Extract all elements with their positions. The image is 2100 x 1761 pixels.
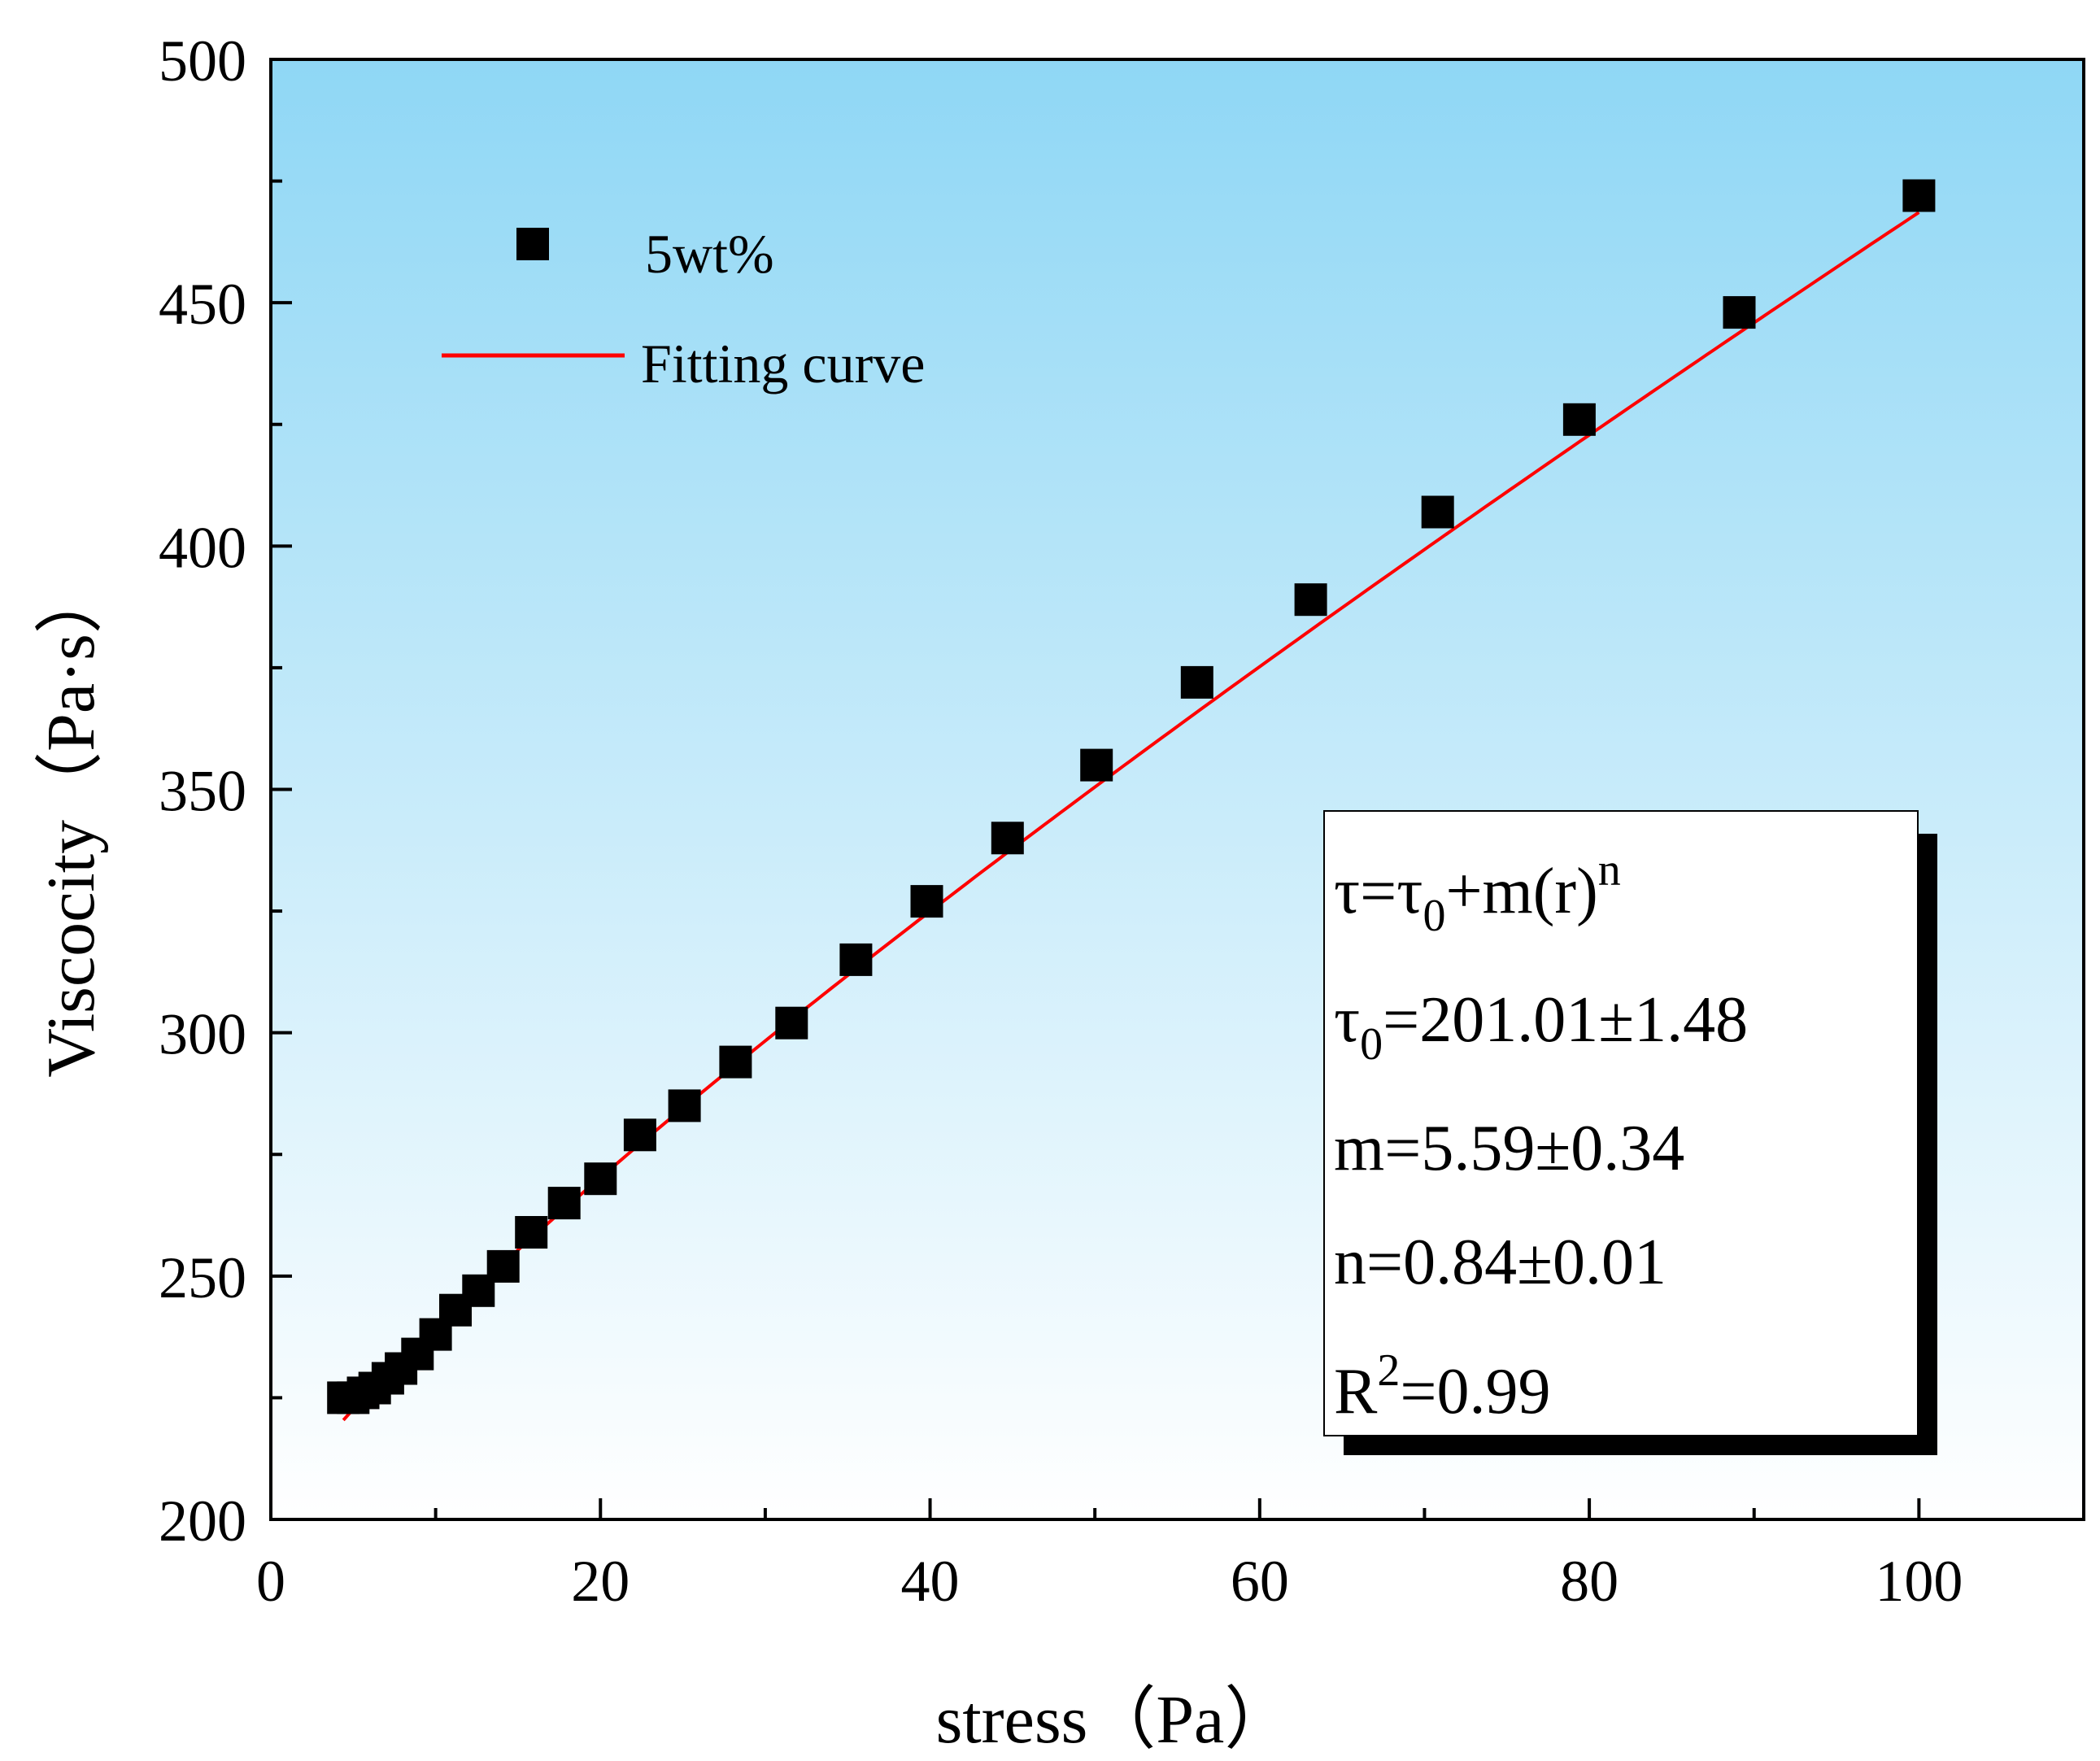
x-tick-label: 40 <box>901 1549 960 1614</box>
data-point <box>547 1187 581 1220</box>
data-point <box>775 1006 808 1040</box>
legend-marker-5wt <box>516 228 549 260</box>
data-point <box>1180 665 1213 699</box>
data-point <box>515 1216 548 1249</box>
data-point <box>719 1045 752 1079</box>
y-axis-title: Viscocity（Pa·s） <box>33 565 109 1078</box>
data-point <box>1080 748 1113 782</box>
fit-box <box>1323 810 1919 1436</box>
x-tick-label: 20 <box>571 1549 630 1614</box>
n-label: n=0.84±0.01 <box>1334 1227 1666 1298</box>
data-point <box>839 943 873 976</box>
data-point <box>991 822 1024 855</box>
data-point <box>623 1118 656 1152</box>
fit-parameters-box: τ=τ0+m(r)n τ0=201.01±1.48 m=5.59±0.34 n=… <box>1323 810 1937 1455</box>
tau0-label: τ0=201.01±1.48 <box>1334 984 1748 1070</box>
axis-ticks: 0 20 40 60 80 100 200 250 300 350 400 450 500 <box>159 28 1963 1614</box>
legend: 5wt% Fitting curve <box>442 223 925 394</box>
legend-label-fitting: Fitting curve <box>641 333 925 394</box>
r2-label: R2=0.99 <box>1334 1345 1550 1428</box>
y-tick-label: 450 <box>159 272 246 337</box>
legend-label-5wt: 5wt% <box>645 223 774 285</box>
y-tick-label: 250 <box>159 1245 246 1310</box>
x-tick-label: 80 <box>1560 1549 1619 1614</box>
data-point <box>910 885 943 918</box>
y-tick-label: 350 <box>159 759 246 824</box>
data-point <box>1723 296 1756 329</box>
y-tick-label: 300 <box>159 1002 246 1067</box>
data-point <box>668 1089 701 1122</box>
y-tick-label: 500 <box>159 28 246 94</box>
m-label: m=5.59±0.34 <box>1334 1113 1684 1184</box>
x-axis-title: stress（Pa） <box>936 1682 1293 1758</box>
plot-frame <box>269 58 2085 1521</box>
data-point <box>1562 403 1596 436</box>
data-point <box>1421 495 1454 529</box>
data-point <box>1294 583 1327 617</box>
equation-label: τ=τ0+m(r)n <box>1334 845 1621 941</box>
x-tick-label: 100 <box>1875 1549 1963 1614</box>
y-tick-label: 200 <box>159 1489 246 1554</box>
x-tick-label: 0 <box>256 1549 285 1614</box>
y-tick-label: 400 <box>159 515 246 580</box>
data-point <box>584 1162 617 1196</box>
x-tick-label: 60 <box>1231 1549 1289 1614</box>
data-point <box>1902 179 1936 212</box>
data-point <box>486 1249 520 1283</box>
data-markers <box>327 179 1936 1414</box>
